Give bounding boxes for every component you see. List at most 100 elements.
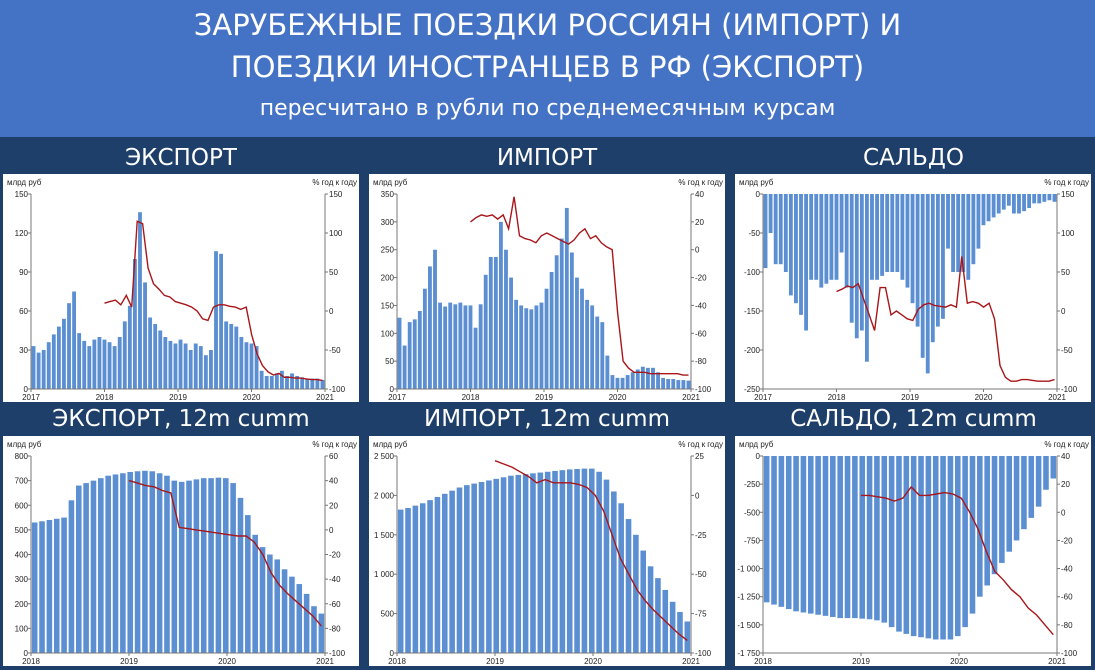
y-tick-label-right: -100 — [695, 385, 712, 394]
bar — [1043, 456, 1049, 490]
panel-title-balance-12m: САЛЬДО, 12m cumm — [790, 406, 1037, 432]
y-tick-label-left: 0 — [390, 385, 395, 394]
bar — [544, 471, 551, 653]
bar — [888, 456, 895, 628]
bar — [1011, 194, 1016, 214]
series-line — [494, 460, 688, 641]
bar — [763, 456, 770, 603]
bar — [90, 480, 97, 654]
bar — [222, 478, 229, 653]
bar — [773, 194, 778, 265]
bar — [68, 500, 75, 653]
bar — [603, 479, 610, 653]
bar — [954, 456, 961, 637]
bar — [581, 468, 588, 653]
y-axis-right-label: % год к году — [678, 178, 723, 187]
y-tick-label-right: 0 — [329, 307, 334, 316]
x-tick-label: 2019 — [169, 393, 187, 402]
bar — [1050, 456, 1057, 479]
bar — [498, 221, 503, 389]
bar — [434, 496, 441, 653]
y-tick-label-right: 100 — [329, 229, 343, 238]
y-tick-label-left: -100 — [744, 268, 761, 277]
bar — [453, 304, 458, 389]
bar — [605, 355, 610, 389]
y-tick-label-left: 350 — [381, 190, 395, 199]
bar — [966, 194, 971, 280]
bar — [311, 606, 317, 653]
bar — [991, 456, 998, 575]
y-tick-label-right: 0 — [1061, 508, 1066, 517]
bar — [1027, 194, 1032, 209]
bar — [655, 578, 661, 653]
bar — [585, 299, 590, 389]
y-tick-label-left: 0 — [756, 452, 761, 461]
bar — [156, 473, 163, 653]
bar — [788, 194, 793, 296]
y-axis-right-label: % год к году — [678, 440, 723, 449]
bar — [478, 304, 483, 389]
bar — [412, 505, 419, 653]
y-tick-label-left: -750 — [744, 536, 761, 545]
y-tick-label-right: -80 — [1061, 621, 1073, 630]
bar — [778, 194, 783, 265]
bar — [468, 305, 473, 389]
bar — [849, 194, 854, 323]
bar — [31, 522, 38, 653]
bar — [900, 194, 905, 280]
bar — [193, 479, 200, 653]
bar — [296, 584, 303, 653]
bar — [134, 471, 141, 653]
bar — [676, 380, 681, 389]
bar — [449, 490, 455, 653]
y-tick-label-left: -1 000 — [737, 565, 760, 574]
bar — [83, 483, 89, 653]
bar — [239, 337, 244, 389]
x-tick-label: 2021 — [1048, 393, 1066, 402]
y-tick-label-right: -40 — [329, 575, 341, 584]
bar — [75, 485, 82, 653]
bar — [918, 456, 924, 638]
bar — [1021, 456, 1027, 530]
bar — [473, 327, 478, 389]
y-tick-label-right: 25 — [695, 452, 704, 461]
y-tick-label-right: 20 — [1061, 480, 1070, 489]
bar — [932, 456, 939, 640]
bar — [39, 521, 45, 653]
bar — [996, 194, 1001, 214]
bar — [905, 194, 910, 288]
chart-export-12m: млрд руб% год к году 0 100 200 300 400 500 600 7… — [3, 436, 359, 666]
y-tick-label-right: 50 — [1061, 268, 1070, 277]
x-tick-label: 2020 — [950, 657, 968, 666]
x-tick-label: 2018 — [22, 657, 40, 666]
bar — [117, 337, 122, 389]
bar — [198, 346, 203, 389]
x-tick-label: 2019 — [120, 657, 138, 666]
bar — [618, 503, 624, 653]
bar — [504, 249, 508, 389]
chart-balance: млрд руб % год к году -250 -200 -150 -100 -50 0… — [735, 174, 1091, 402]
bar — [427, 500, 433, 653]
y-tick-label-right: -20 — [329, 551, 341, 560]
bar — [200, 478, 207, 653]
bar — [92, 339, 97, 389]
y-tick-label-left: 150 — [381, 301, 395, 310]
y-axis-left-label: млрд руб — [373, 178, 408, 187]
bar — [46, 342, 51, 389]
bar — [229, 324, 234, 389]
bar — [443, 306, 448, 389]
bar — [890, 194, 895, 272]
panel-title-balance: САЛЬДО — [863, 145, 964, 171]
x-tick-label: 2020 — [609, 393, 627, 402]
y-tick-label-left: 300 — [15, 575, 29, 584]
bar — [448, 302, 453, 389]
bar — [839, 194, 844, 253]
bar — [640, 550, 647, 653]
y-tick-label-left: -200 — [744, 346, 761, 355]
bar — [930, 194, 935, 343]
bar — [684, 621, 691, 653]
bar — [127, 305, 132, 389]
bar — [289, 576, 295, 653]
bar — [120, 473, 126, 653]
y-axis-right-label: % год к году — [1044, 440, 1089, 449]
